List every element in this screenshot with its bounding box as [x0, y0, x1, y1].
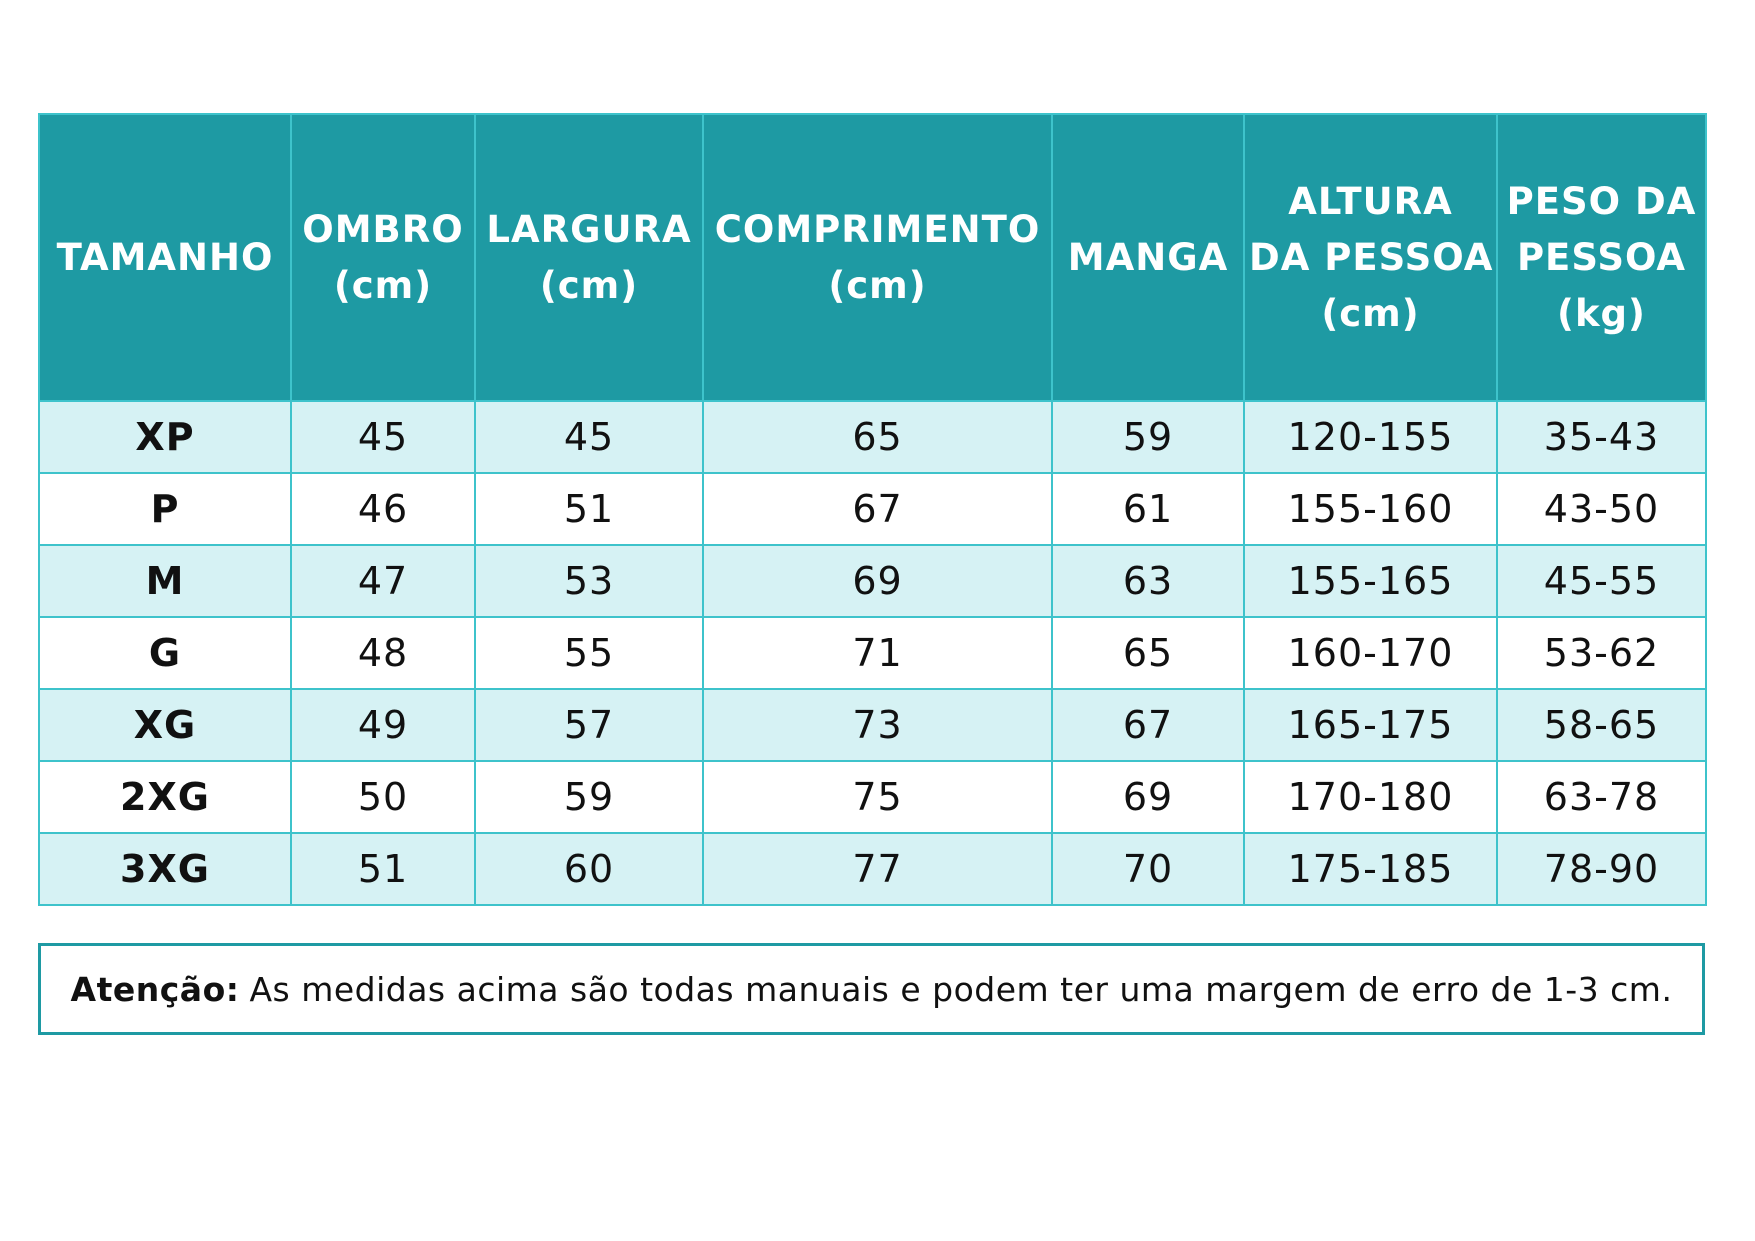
header-line: LARGURA: [486, 207, 692, 251]
altura-cell: 155-165: [1243, 544, 1498, 618]
peso-cell: 45-55: [1496, 544, 1707, 618]
header-tamanho: TAMANHO: [38, 113, 292, 402]
manga-cell: 67: [1051, 688, 1245, 762]
attention-text: As medidas acima são todas manuais e pod…: [249, 969, 1673, 1009]
largura-cell: 51: [474, 472, 704, 546]
size-cell: 2XG: [38, 760, 292, 834]
attention-note: Atenção: As medidas acima são todas manu…: [38, 943, 1705, 1035]
header-line: ALTURA: [1288, 179, 1453, 223]
manga-cell: 63: [1051, 544, 1245, 618]
header-unit: (kg): [1557, 291, 1646, 335]
header-line: PESSOA: [1516, 235, 1687, 279]
header-line: MANGA: [1067, 235, 1229, 279]
peso-cell: 43-50: [1496, 472, 1707, 546]
table-row: XP 45 45 65 59 120-155 35-43: [38, 400, 1707, 474]
peso-cell: 63-78: [1496, 760, 1707, 834]
header-peso: PESO DA PESSOA (kg): [1496, 113, 1707, 402]
largura-cell: 45: [474, 400, 704, 474]
manga-cell: 65: [1051, 616, 1245, 690]
header-unit: (cm): [539, 263, 639, 307]
size-cell: XG: [38, 688, 292, 762]
altura-cell: 160-170: [1243, 616, 1498, 690]
ombro-cell: 48: [290, 616, 476, 690]
ombro-cell: 51: [290, 832, 476, 906]
largura-cell: 55: [474, 616, 704, 690]
size-chart-header: TAMANHO OMBRO (cm) LARGURA (cm) COMPRIME…: [38, 113, 1707, 402]
header-line: PESO DA: [1506, 179, 1697, 223]
ombro-cell: 45: [290, 400, 476, 474]
header-unit: (cm): [828, 263, 927, 307]
size-cell: XP: [38, 400, 292, 474]
largura-cell: 53: [474, 544, 704, 618]
comprimento-cell: 77: [702, 832, 1053, 906]
header-unit: (cm): [1321, 291, 1420, 335]
header-line: DA PESSOA: [1249, 235, 1494, 279]
comprimento-cell: 73: [702, 688, 1053, 762]
manga-cell: 59: [1051, 400, 1245, 474]
largura-cell: 59: [474, 760, 704, 834]
header-ombro: OMBRO (cm): [290, 113, 476, 402]
peso-cell: 35-43: [1496, 400, 1707, 474]
comprimento-cell: 75: [702, 760, 1053, 834]
size-chart-table: TAMANHO OMBRO (cm) LARGURA (cm) COMPRIME…: [38, 113, 1707, 906]
header-row: TAMANHO OMBRO (cm) LARGURA (cm) COMPRIME…: [38, 113, 1707, 402]
header-line: TAMANHO: [56, 235, 274, 279]
header-comprimento: COMPRIMENTO (cm): [702, 113, 1053, 402]
comprimento-cell: 65: [702, 400, 1053, 474]
header-manga: MANGA: [1051, 113, 1245, 402]
altura-cell: 170-180: [1243, 760, 1498, 834]
header-unit: (cm): [333, 263, 433, 307]
altura-cell: 175-185: [1243, 832, 1498, 906]
table-row: 3XG 51 60 77 70 175-185 78-90: [38, 832, 1707, 906]
comprimento-cell: 71: [702, 616, 1053, 690]
altura-cell: 155-160: [1243, 472, 1498, 546]
manga-cell: 69: [1051, 760, 1245, 834]
comprimento-cell: 69: [702, 544, 1053, 618]
table-row: XG 49 57 73 67 165-175 58-65: [38, 688, 1707, 762]
size-cell: P: [38, 472, 292, 546]
ombro-cell: 49: [290, 688, 476, 762]
ombro-cell: 46: [290, 472, 476, 546]
ombro-cell: 47: [290, 544, 476, 618]
size-cell: M: [38, 544, 292, 618]
manga-cell: 61: [1051, 472, 1245, 546]
table-row: G 48 55 71 65 160-170 53-62: [38, 616, 1707, 690]
attention-label: Atenção:: [70, 969, 240, 1009]
header-largura: LARGURA (cm): [474, 113, 704, 402]
peso-cell: 78-90: [1496, 832, 1707, 906]
peso-cell: 53-62: [1496, 616, 1707, 690]
table-row: M 47 53 69 63 155-165 45-55: [38, 544, 1707, 618]
size-cell: 3XG: [38, 832, 292, 906]
largura-cell: 57: [474, 688, 704, 762]
altura-cell: 165-175: [1243, 688, 1498, 762]
comprimento-cell: 67: [702, 472, 1053, 546]
header-altura: ALTURA DA PESSOA (cm): [1243, 113, 1498, 402]
header-line: OMBRO: [302, 207, 464, 251]
manga-cell: 70: [1051, 832, 1245, 906]
table-row: 2XG 50 59 75 69 170-180 63-78: [38, 760, 1707, 834]
peso-cell: 58-65: [1496, 688, 1707, 762]
altura-cell: 120-155: [1243, 400, 1498, 474]
size-chart-body: XP 45 45 65 59 120-155 35-43 P 46 51 67 …: [38, 400, 1707, 906]
header-line: COMPRIMENTO: [714, 207, 1041, 251]
table-row: P 46 51 67 61 155-160 43-50: [38, 472, 1707, 546]
ombro-cell: 50: [290, 760, 476, 834]
largura-cell: 60: [474, 832, 704, 906]
size-cell: G: [38, 616, 292, 690]
